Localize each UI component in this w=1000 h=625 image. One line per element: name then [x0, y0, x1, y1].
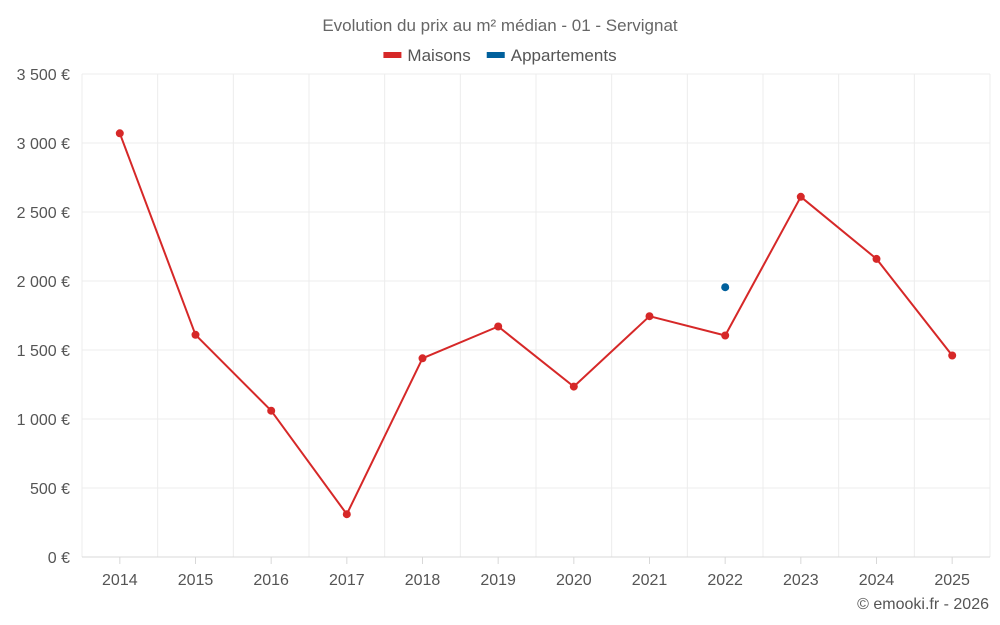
- y-tick-label: 2 500 €: [17, 205, 70, 222]
- grid: [81, 73, 991, 557]
- y-tick-label: 1 500 €: [17, 343, 70, 360]
- x-tick-label: 2021: [632, 572, 668, 589]
- credit-text: © emooki.fr - 2026: [857, 596, 989, 613]
- x-tick-label: 2018: [405, 572, 441, 589]
- y-tick-label: 500 €: [30, 481, 70, 498]
- chart-title: Evolution du prix au m² médian - 01 - Se…: [322, 16, 678, 35]
- data-point-maisons-2020[interactable]: [569, 382, 578, 391]
- data-point-maisons-2017[interactable]: [342, 510, 351, 519]
- x-tick-label: 2017: [329, 572, 365, 589]
- y-tick-label: 3 500 €: [17, 67, 70, 84]
- legend-swatch-appartements[interactable]: [486, 52, 505, 58]
- data-point-maisons-2023[interactable]: [796, 192, 805, 201]
- x-tick-label: 2022: [707, 572, 743, 589]
- legend-swatch-maisons[interactable]: [383, 52, 402, 58]
- legend-label-maisons: Maisons: [407, 46, 470, 65]
- legend: Maisons Appartements: [383, 46, 617, 65]
- x-tick-label: 2023: [783, 572, 819, 589]
- data-point-appartements-2022[interactable]: [721, 283, 730, 292]
- data-point-maisons-2022[interactable]: [721, 331, 730, 340]
- data-point-maisons-2018[interactable]: [418, 354, 427, 363]
- axes: 0 € 500 € 1 000 € 1 500 € 2 000 € 2 500 € 3 00…: [17, 67, 990, 589]
- data-point-maisons-2016[interactable]: [267, 406, 276, 415]
- data-point-maisons-2024[interactable]: [872, 254, 881, 263]
- series: [115, 129, 957, 519]
- series-appartements: [721, 283, 730, 292]
- x-tick-label: 2019: [480, 572, 516, 589]
- x-tick-label: 2025: [934, 572, 970, 589]
- x-tick-label: 2020: [556, 572, 592, 589]
- x-tick-label: 2015: [178, 572, 214, 589]
- series-maisons: [115, 129, 957, 519]
- y-tick-label: 3 000 €: [17, 136, 70, 153]
- data-point-maisons-2014[interactable]: [115, 129, 124, 138]
- y-tick-label: 0 €: [48, 550, 70, 567]
- x-tick-label: 2016: [253, 572, 289, 589]
- data-point-maisons-2015[interactable]: [191, 330, 200, 339]
- legend-label-appartements: Appartements: [511, 46, 617, 65]
- y-tick-label: 2 000 €: [17, 274, 70, 291]
- series-line-maisons: [118, 132, 953, 516]
- x-tick-label: 2024: [859, 572, 895, 589]
- data-point-maisons-2019[interactable]: [494, 322, 503, 331]
- data-point-maisons-2025[interactable]: [948, 351, 957, 360]
- data-point-maisons-2021[interactable]: [645, 312, 654, 321]
- y-tick-label: 1 000 €: [17, 412, 70, 429]
- x-tick-label: 2014: [102, 572, 138, 589]
